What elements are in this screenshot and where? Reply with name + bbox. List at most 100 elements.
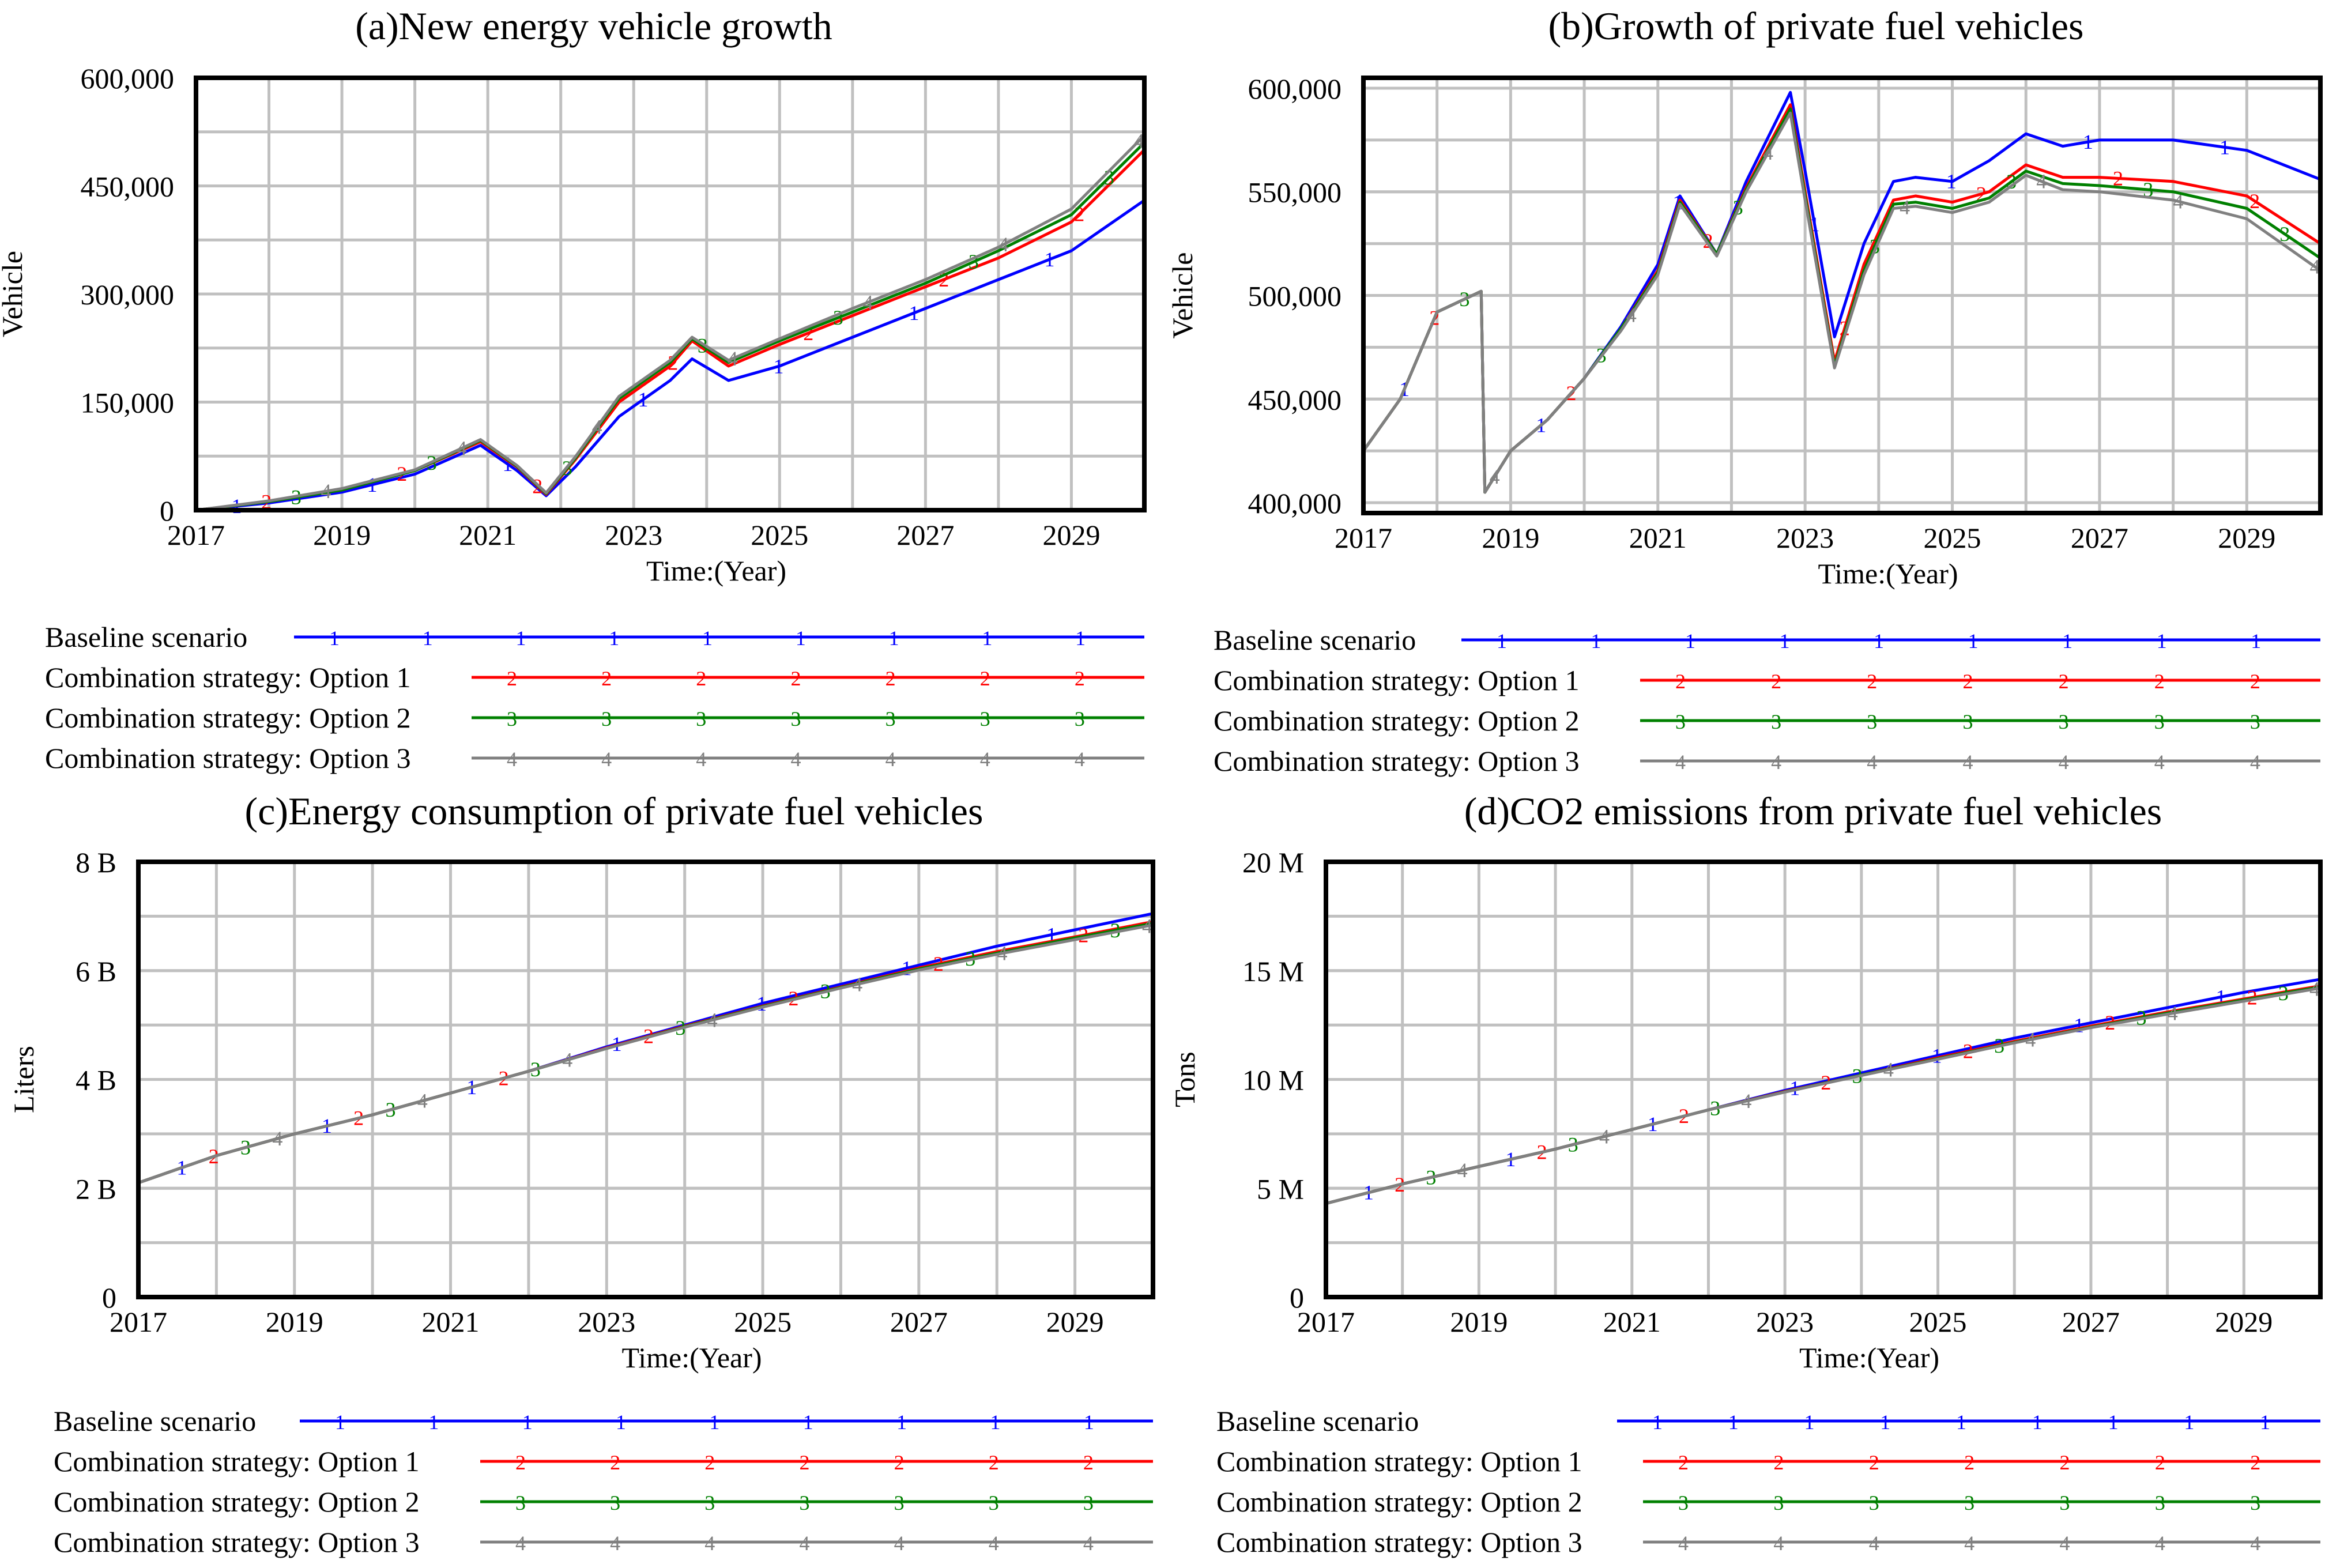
legend-marker-1: 1 [516, 627, 526, 650]
series-marker-1: 1 [1946, 170, 1957, 193]
x-tick-label: 2027 [896, 519, 954, 551]
legend-marker-3: 3 [1771, 710, 1781, 733]
legend-label-2: Combination strategy: Option 1 [45, 661, 411, 693]
legend-marker-4: 4 [1771, 751, 1781, 774]
series-marker-4: 4 [863, 291, 873, 314]
x-tick-label: 2025 [751, 519, 808, 551]
legend-marker-4: 4 [1962, 751, 1973, 774]
series-marker-2: 2 [2113, 167, 2123, 190]
plot-frame [1324, 860, 2323, 1299]
x-tick-label: 2019 [1450, 1306, 1508, 1338]
x-tick-label: 2021 [422, 1306, 480, 1338]
legend-marker-2: 2 [1675, 670, 1686, 693]
legend-marker-2: 2 [2059, 670, 2069, 693]
y-tick-label: 400,000 [1248, 487, 1342, 519]
legend-marker-2: 2 [1962, 670, 1973, 693]
y-axis-label: Vehicle [0, 251, 28, 337]
y-tick-label: 4 B [76, 1064, 116, 1096]
series-marker-4: 4 [272, 1127, 282, 1150]
legend-marker-2: 2 [704, 1451, 715, 1474]
chart-title: (c)Energy consumption of private fuel ve… [245, 789, 983, 833]
legend-marker-1: 1 [1874, 630, 1884, 653]
legend-marker-1: 1 [609, 627, 619, 650]
series-marker-2: 2 [2249, 190, 2260, 213]
legend-marker-1: 1 [329, 627, 340, 650]
x-tick-label: 2025 [1924, 522, 1981, 554]
legend-marker-4: 4 [515, 1532, 526, 1555]
x-tick-label: 2027 [2071, 522, 2128, 554]
legend-marker-3: 3 [885, 707, 896, 730]
legend-marker-2: 2 [1083, 1451, 1094, 1474]
x-tick-label: 2017 [167, 519, 225, 551]
chart-panel-1: (a)New energy vehicle growth 1 1 1 1 1 1 1 2 2 2 2 2… [0, 4, 1147, 774]
legend-marker-3: 3 [2154, 710, 2165, 733]
series-marker-4: 4 [707, 1009, 718, 1032]
legend-marker-1: 1 [2062, 630, 2072, 653]
legend-marker-3: 3 [2059, 710, 2069, 733]
y-tick-label: 150,000 [81, 387, 175, 419]
series-marker-4: 4 [562, 1049, 572, 1072]
legend-marker-4: 4 [2060, 1532, 2070, 1555]
series-line-4 [138, 924, 1154, 1185]
legend-marker-2: 2 [2250, 670, 2260, 693]
legend-marker-3: 3 [1678, 1491, 1689, 1514]
y-tick-label: 450,000 [81, 171, 175, 203]
series-line-1 [195, 199, 1145, 512]
legend-marker-2: 2 [2060, 1451, 2070, 1474]
chart-panel-3: (c)Energy consumption of private fuel ve… [7, 789, 1155, 1558]
series-line-4 [1325, 986, 2321, 1205]
y-tick-label: 600,000 [1248, 73, 1342, 105]
legend-marker-4: 4 [799, 1532, 809, 1555]
legend-marker-3: 3 [2250, 710, 2260, 733]
x-tick-label: 2023 [1756, 1306, 1814, 1338]
legend-marker-4: 4 [2155, 1532, 2165, 1555]
legend-marker-3: 3 [989, 1491, 999, 1514]
series-marker-4: 4 [2173, 190, 2183, 213]
legend-marker-2: 2 [601, 667, 612, 690]
legend-marker-3: 3 [507, 707, 517, 730]
legend-marker-1: 1 [1652, 1411, 1663, 1434]
legend-label-4: Combination strategy: Option 3 [1216, 1526, 1582, 1558]
legend-marker-2: 2 [1075, 667, 1085, 690]
series-marker-1: 1 [1932, 1044, 1942, 1067]
chart-panel-4: (d)CO2 emissions from private fuel vehic… [1169, 789, 2323, 1558]
legend-label-3: Combination strategy: Option 2 [1214, 704, 1580, 737]
legend: Baseline scenario 1 1 1 1 1 1 1 1 1 Combination st… [45, 621, 1144, 774]
series-marker-4: 4 [2310, 255, 2320, 278]
legend-marker-3: 3 [1964, 1491, 1974, 1514]
legend-label-3: Combination strategy: Option 2 [54, 1486, 420, 1518]
legend-marker-3: 3 [696, 707, 706, 730]
legend-marker-3: 3 [799, 1491, 809, 1514]
legend-marker-1: 1 [2157, 630, 2167, 653]
legend-marker-1: 1 [796, 627, 806, 650]
legend-marker-2: 2 [696, 667, 706, 690]
legend-marker-2: 2 [2250, 1451, 2260, 1474]
series-marker-4: 4 [728, 347, 738, 370]
legend-label-4: Combination strategy: Option 3 [45, 742, 411, 774]
legend-marker-3: 3 [894, 1491, 905, 1514]
legend-marker-1: 1 [1968, 630, 1979, 653]
x-tick-label: 2029 [2218, 522, 2275, 554]
x-tick-label: 2017 [1335, 522, 1392, 554]
legend-marker-4: 4 [610, 1532, 620, 1555]
legend-marker-1: 1 [1497, 630, 1507, 653]
x-axis-label: Time:(Year) [621, 1341, 762, 1374]
y-tick-label: 450,000 [1248, 383, 1342, 416]
series-line-4 [195, 134, 1145, 512]
legend-marker-2: 2 [1869, 1451, 1879, 1474]
legend-marker-1: 1 [428, 1411, 439, 1434]
legend: Baseline scenario 1 1 1 1 1 1 1 1 1 Combination st… [1216, 1405, 2320, 1558]
legend-marker-4: 4 [696, 748, 706, 771]
series-marker-4: 4 [1490, 465, 1500, 488]
x-tick-label: 2027 [890, 1306, 948, 1338]
series-marker-1: 1 [2083, 130, 2093, 153]
series-line-4 [1362, 111, 2322, 494]
legend: Baseline scenario 1 1 1 1 1 1 1 1 1 Combination st… [54, 1405, 1153, 1558]
legend-label-4: Combination strategy: Option 3 [1214, 745, 1580, 777]
legend-marker-4: 4 [2154, 751, 2165, 774]
series-marker-4: 4 [998, 233, 1009, 256]
series-marker-4: 4 [2025, 1028, 2036, 1051]
legend-marker-3: 3 [601, 707, 612, 730]
legend-marker-2: 2 [989, 1451, 999, 1474]
